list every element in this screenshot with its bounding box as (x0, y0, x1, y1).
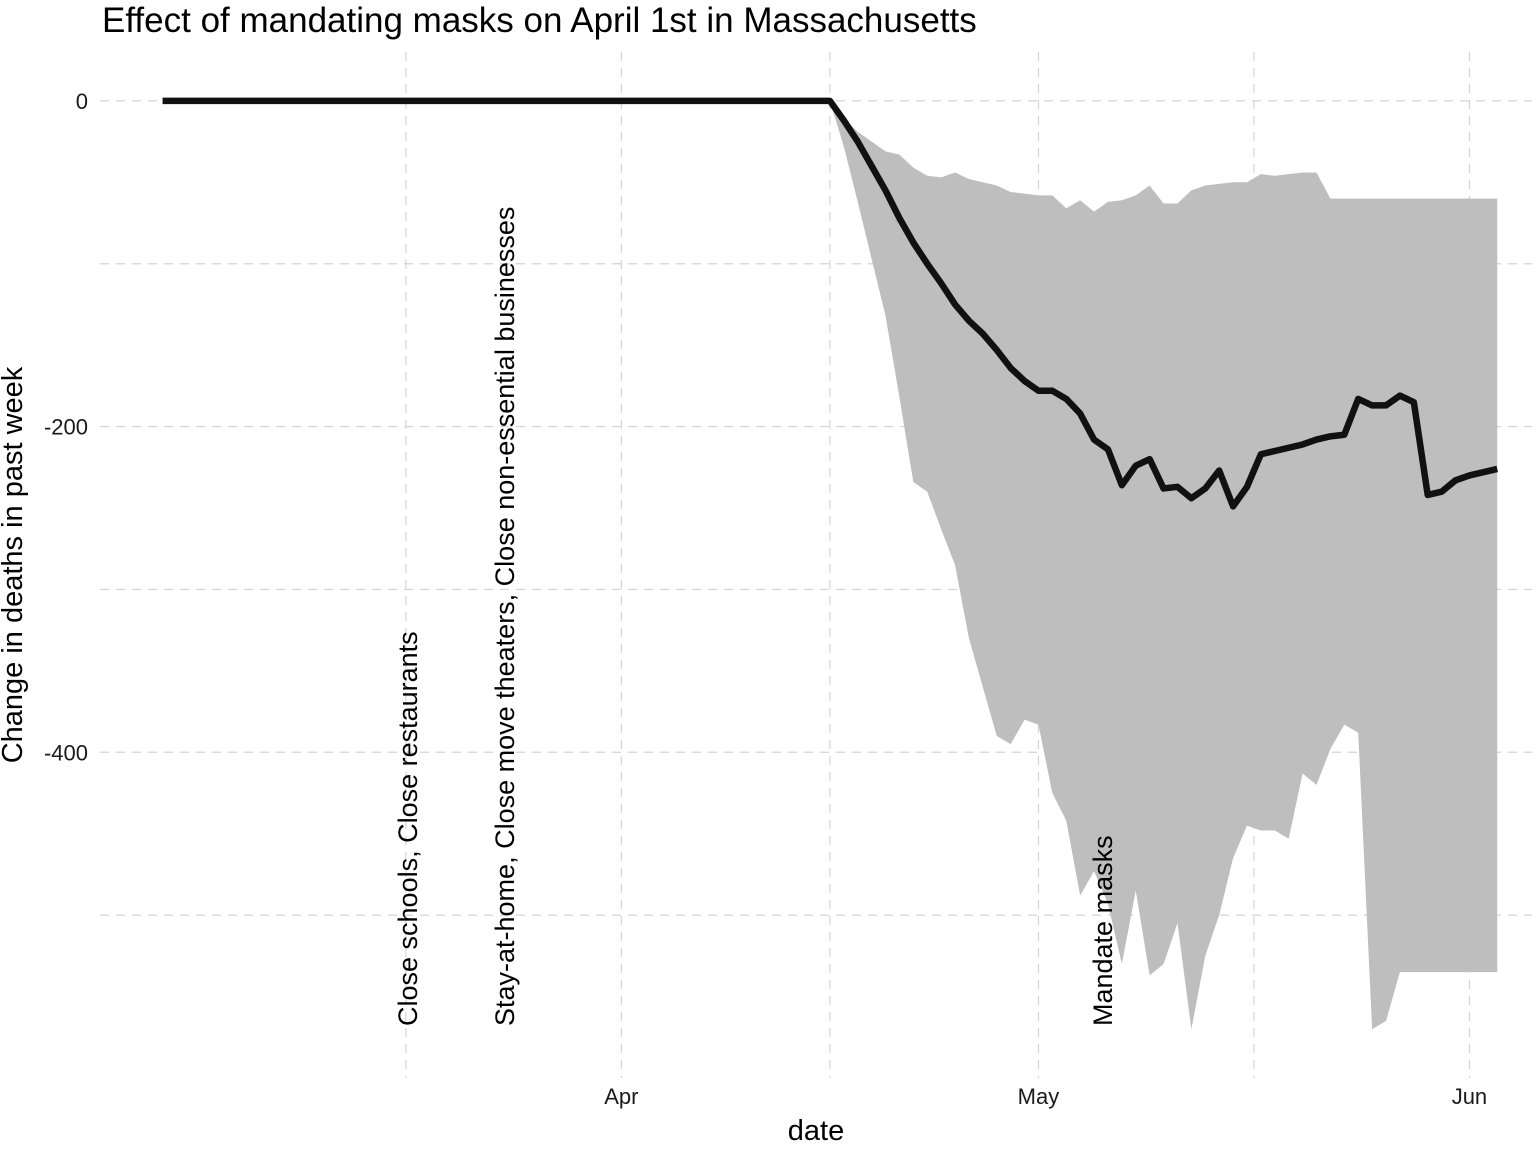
series-line-layer (162, 97, 1498, 510)
x-tick-label: Apr (604, 1084, 638, 1109)
event-annotation: Close schools, Close restaurants (393, 631, 423, 1026)
y-axis-ticks: 0 -200 -400 (44, 89, 88, 765)
event-annotation: Mandate masks (1088, 835, 1118, 1026)
uncertainty-band-layer (162, 100, 1498, 1030)
x-axis-ticks: Apr May Jun (604, 1084, 1487, 1109)
y-tick-label: 0 (76, 89, 88, 114)
y-tick-label: -200 (44, 415, 88, 440)
uncertainty-band (162, 100, 1498, 1030)
y-axis-title: Change in deaths in past week (0, 366, 29, 763)
x-axis-title: date (788, 1115, 844, 1147)
series-line (162, 97, 1498, 510)
annotation-layer: Close schools, Close restaurants Stay-at-… (393, 207, 1118, 1026)
y-tick-label: -400 (44, 740, 88, 765)
chart-title: Effect of mandating masks on April 1st i… (102, 1, 977, 40)
x-tick-label: Jun (1452, 1084, 1487, 1109)
x-tick-label: May (1018, 1084, 1060, 1109)
event-annotation: Stay-at-home, Close move theaters, Close… (490, 207, 520, 1026)
